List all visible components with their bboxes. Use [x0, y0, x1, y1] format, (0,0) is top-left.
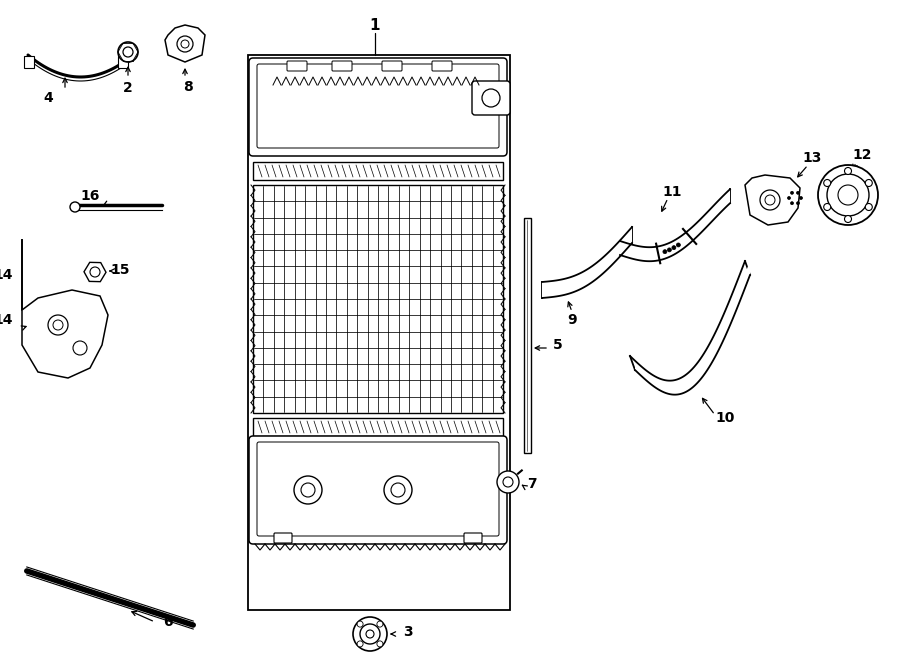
FancyBboxPatch shape: [472, 81, 510, 115]
Circle shape: [503, 477, 513, 487]
Bar: [524, 218, 531, 453]
Circle shape: [788, 196, 790, 200]
Circle shape: [48, 315, 68, 335]
Circle shape: [360, 624, 380, 644]
Circle shape: [765, 195, 775, 205]
Circle shape: [663, 250, 667, 254]
FancyBboxPatch shape: [464, 533, 482, 543]
Circle shape: [838, 185, 858, 205]
FancyBboxPatch shape: [249, 58, 507, 156]
FancyBboxPatch shape: [257, 64, 499, 148]
Text: 11: 11: [662, 185, 682, 199]
Text: 7: 7: [527, 477, 536, 491]
Circle shape: [177, 36, 193, 52]
Text: 4: 4: [43, 91, 53, 105]
Bar: [248, 55, 510, 610]
Circle shape: [123, 47, 133, 57]
Text: 16: 16: [80, 189, 100, 203]
Bar: [118, 56, 128, 68]
Circle shape: [844, 167, 851, 175]
Text: 5: 5: [554, 338, 562, 352]
Text: 3: 3: [403, 625, 413, 639]
Text: 14: 14: [0, 268, 13, 282]
Text: 1: 1: [370, 17, 380, 32]
Polygon shape: [22, 290, 108, 378]
Circle shape: [353, 617, 387, 651]
FancyBboxPatch shape: [257, 442, 499, 536]
Text: 12: 12: [852, 148, 872, 162]
Polygon shape: [165, 25, 205, 62]
Text: 8: 8: [183, 80, 193, 94]
FancyBboxPatch shape: [274, 533, 292, 543]
FancyBboxPatch shape: [432, 61, 452, 71]
FancyBboxPatch shape: [249, 436, 507, 544]
Circle shape: [824, 180, 831, 186]
FancyBboxPatch shape: [382, 61, 402, 71]
Text: 9: 9: [567, 313, 577, 327]
Text: 13: 13: [802, 151, 822, 165]
Circle shape: [672, 246, 676, 250]
Circle shape: [377, 621, 382, 627]
Circle shape: [70, 202, 80, 212]
Circle shape: [294, 476, 322, 504]
Circle shape: [865, 204, 872, 210]
Circle shape: [53, 320, 63, 330]
Circle shape: [827, 174, 869, 216]
Circle shape: [181, 40, 189, 48]
Bar: [253, 185, 503, 413]
Circle shape: [844, 215, 851, 223]
Circle shape: [301, 483, 315, 497]
Circle shape: [668, 248, 671, 252]
Circle shape: [366, 630, 374, 638]
Text: 15: 15: [110, 263, 130, 277]
Bar: [253, 162, 503, 180]
Circle shape: [818, 165, 878, 225]
Text: 2: 2: [123, 81, 133, 95]
Circle shape: [865, 180, 872, 186]
Circle shape: [357, 621, 363, 627]
Circle shape: [796, 202, 799, 205]
FancyBboxPatch shape: [332, 61, 352, 71]
Circle shape: [497, 471, 519, 493]
Circle shape: [760, 190, 780, 210]
Bar: [24, 56, 34, 68]
Circle shape: [73, 341, 87, 355]
Circle shape: [796, 191, 799, 194]
Bar: [253, 418, 503, 436]
Circle shape: [384, 476, 412, 504]
Circle shape: [377, 641, 382, 647]
Circle shape: [118, 42, 138, 62]
Circle shape: [90, 267, 100, 277]
Circle shape: [357, 641, 363, 647]
Text: 6: 6: [163, 615, 173, 629]
Circle shape: [790, 191, 794, 194]
Circle shape: [482, 89, 500, 107]
Circle shape: [391, 483, 405, 497]
Circle shape: [824, 204, 831, 210]
Circle shape: [790, 202, 794, 205]
Text: 10: 10: [716, 411, 734, 425]
Polygon shape: [745, 175, 800, 225]
Circle shape: [677, 243, 680, 247]
FancyBboxPatch shape: [287, 61, 307, 71]
Circle shape: [799, 196, 803, 200]
Text: 14: 14: [0, 313, 13, 327]
